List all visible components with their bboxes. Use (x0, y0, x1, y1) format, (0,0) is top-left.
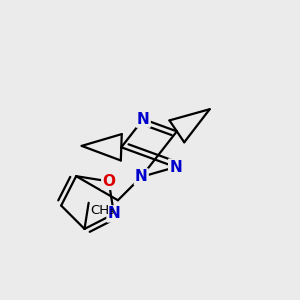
Text: N: N (107, 206, 120, 221)
Text: CH₃: CH₃ (90, 205, 115, 218)
Text: N: N (169, 160, 182, 175)
Text: N: N (137, 112, 150, 127)
Text: N: N (135, 169, 148, 184)
Text: O: O (102, 174, 115, 189)
